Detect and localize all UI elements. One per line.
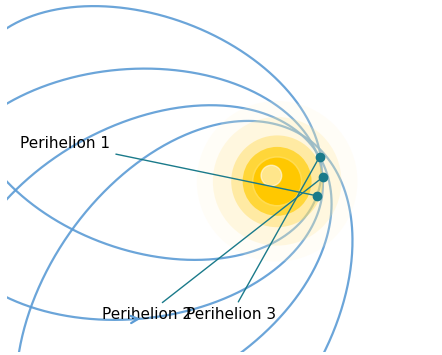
Circle shape	[197, 101, 358, 262]
Circle shape	[261, 165, 282, 186]
Text: Perihelion 2: Perihelion 2	[102, 179, 320, 322]
Circle shape	[231, 135, 323, 227]
Circle shape	[252, 156, 302, 207]
Text: Perihelion 3: Perihelion 3	[186, 159, 318, 322]
Circle shape	[243, 147, 312, 216]
Circle shape	[213, 117, 341, 246]
Text: Perihelion 1: Perihelion 1	[20, 136, 314, 195]
Circle shape	[258, 162, 297, 201]
Circle shape	[254, 158, 300, 204]
